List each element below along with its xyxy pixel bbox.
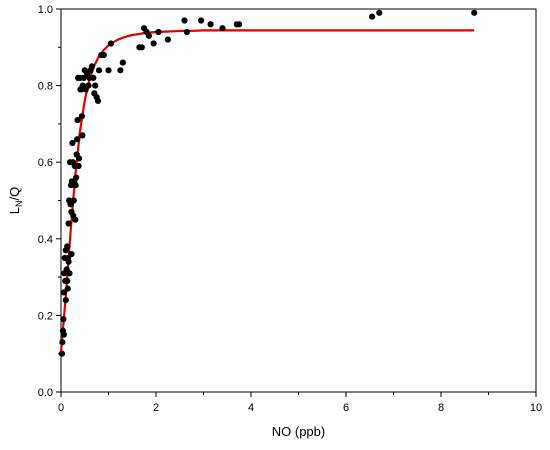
data-point (65, 220, 72, 227)
data-point (119, 59, 126, 66)
data-point (155, 28, 162, 36)
data-point (145, 32, 152, 39)
y-tick-label: 0.2 (38, 310, 53, 322)
data-point (62, 297, 69, 304)
data-point (74, 136, 81, 143)
y-tick-label: 0.8 (38, 81, 53, 93)
fit-curve (59, 29, 475, 352)
data-point (64, 285, 71, 292)
data-point (88, 63, 95, 70)
y-tick-label: 0.0 (38, 387, 53, 399)
data-points-layer (58, 9, 478, 357)
data-point (207, 21, 214, 28)
data-point (117, 67, 124, 74)
data-point (236, 21, 243, 28)
data-point (150, 40, 157, 47)
x-tick-label: 10 (530, 402, 542, 414)
data-point (376, 9, 383, 16)
data-point (65, 258, 72, 265)
data-point (59, 339, 66, 346)
y-tick-label: 1.0 (38, 4, 53, 16)
data-point (164, 36, 171, 43)
data-point (60, 331, 67, 338)
data-point (107, 40, 114, 47)
y-axis-title: LN/Q (7, 187, 24, 214)
data-point (69, 139, 76, 147)
data-point (95, 67, 103, 74)
x-tick-label: 0 (58, 402, 64, 414)
y-axis-ticks: 0.0 0.2 0.4 0.6 0.8 1.0 (38, 4, 61, 399)
data-point (181, 17, 188, 24)
data-point (64, 277, 71, 284)
fit-curve-layer (59, 29, 475, 352)
y-axis-title-rest: /Q (7, 187, 22, 201)
data-point (78, 113, 85, 120)
y-axis-title-main: L (7, 207, 22, 214)
data-point (72, 182, 79, 189)
data-point (198, 17, 205, 24)
data-point (85, 82, 92, 89)
data-point (105, 67, 112, 74)
data-point (94, 97, 102, 104)
data-point (92, 82, 99, 89)
data-point (70, 197, 77, 204)
data-point (60, 289, 67, 296)
data-point (73, 174, 80, 181)
data-point (100, 51, 107, 59)
data-point (183, 28, 190, 36)
data-point (90, 74, 97, 81)
data-point (79, 132, 86, 139)
y-axis-title-subscript: N (14, 201, 24, 208)
data-point (138, 44, 145, 51)
data-point (75, 155, 83, 162)
plot-frame (60, 8, 537, 393)
data-point (75, 162, 82, 170)
x-tick-label: 4 (248, 402, 254, 414)
data-point (58, 350, 66, 357)
y-tick-label: 0.6 (38, 157, 53, 169)
data-point (72, 216, 79, 223)
data-point (471, 9, 478, 16)
data-point (74, 117, 81, 124)
y-tick-label: 0.4 (38, 234, 53, 246)
data-point (66, 270, 73, 277)
data-point (68, 251, 75, 258)
data-point (219, 25, 226, 32)
x-axis-title: NO (ppb) (272, 424, 325, 439)
x-axis-ticks: 0 2 4 6 8 10 (58, 392, 542, 414)
x-tick-label: 2 (153, 402, 159, 414)
data-point (60, 316, 67, 323)
data-point (369, 13, 376, 20)
x-tick-label: 6 (343, 402, 349, 414)
data-point (64, 243, 71, 250)
x-tick-label: 8 (438, 402, 444, 414)
